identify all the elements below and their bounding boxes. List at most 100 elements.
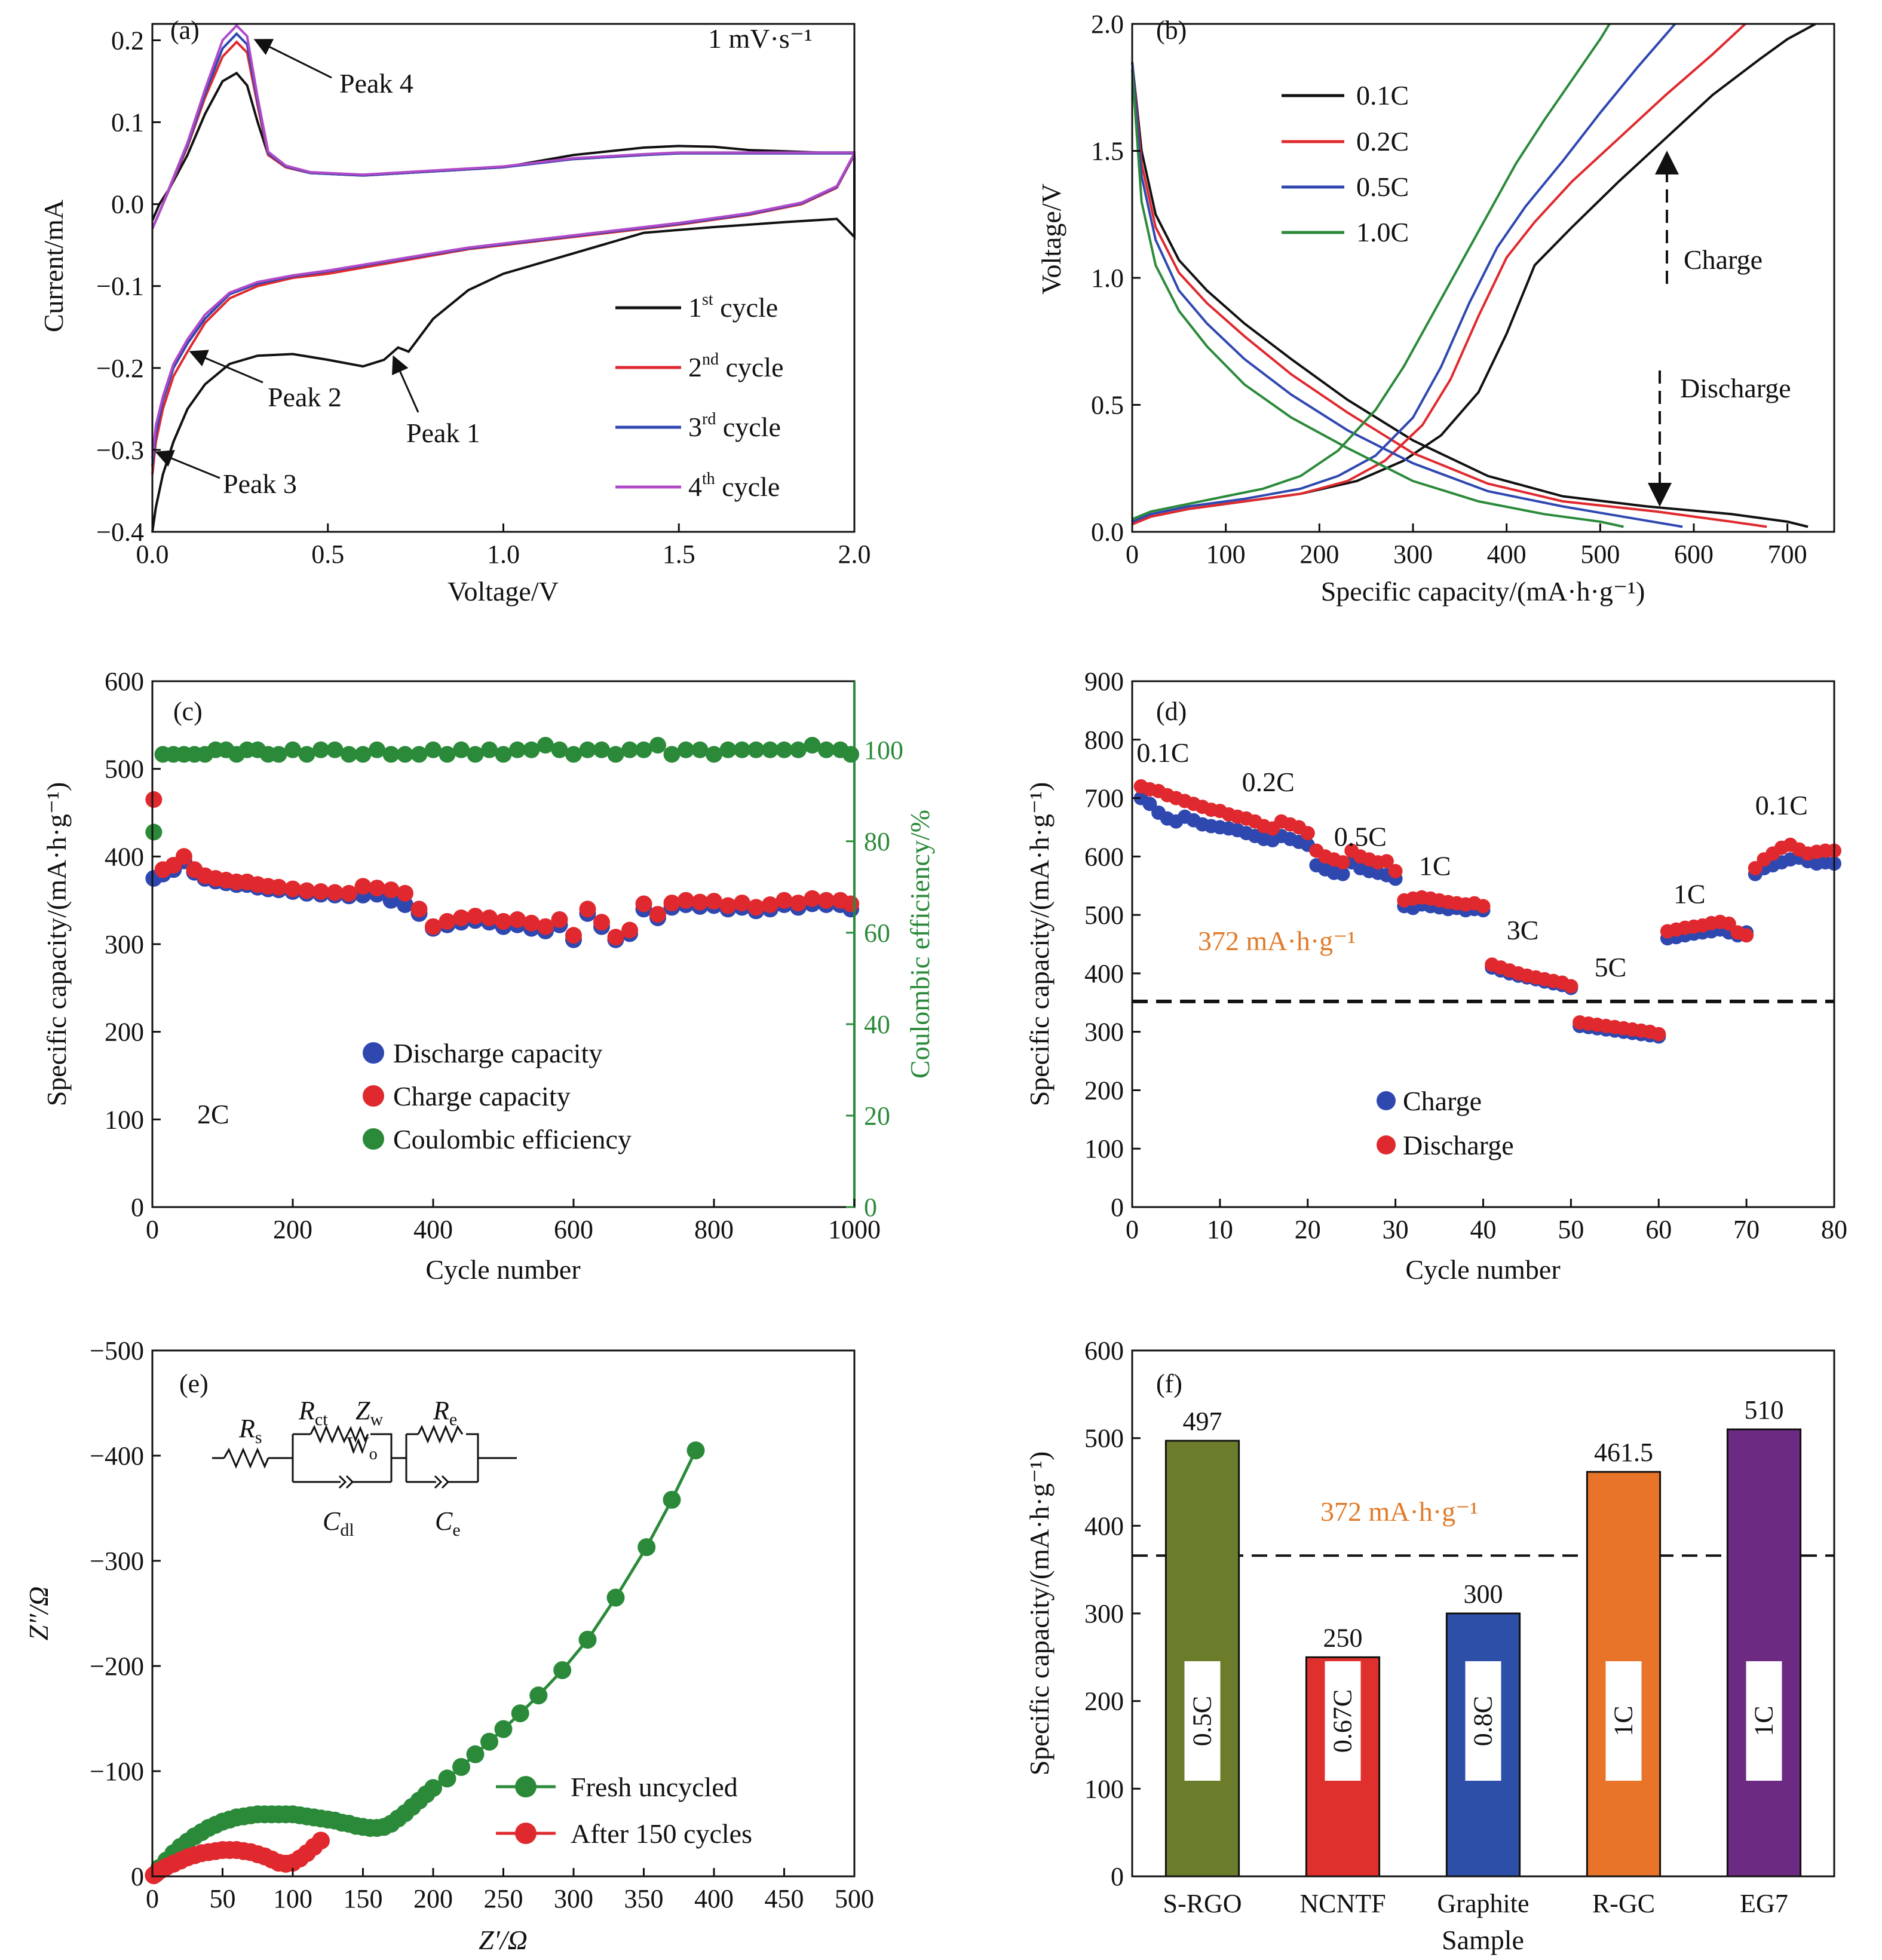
peak-4-label: Peak 4 [339,68,413,99]
panel-b-xtick-label: 100 [1206,540,1246,569]
panel-d-rate-labels: 0.1C 0.2C 0.5C 1C 3C 5C 1C 0.1C [1136,737,1808,982]
panel-e-ytick-label: −100 [90,1757,144,1786]
series-line-0-2c-charge [1132,23,1746,526]
rate-badge [1746,1661,1782,1781]
panel-b-charge-discharge-chart: 0 100 200 300 400 500 600 700 0.0 0.5 1.0 1.5 2.0 (b… [1036,10,1835,607]
point-coulombic-efficiency [495,746,512,763]
point-discharge [1379,854,1394,869]
panel-e-label: (e) [179,1369,209,1398]
point-discharge [1300,826,1315,841]
point-charge-capacity [509,911,526,928]
point-fresh-uncycled [606,1588,625,1607]
rate-label: 0.5C [1334,822,1387,852]
point-fresh-uncycled [494,1720,513,1738]
series-line-1-0c-discharge [1131,69,1624,528]
point-fresh-uncycled [438,1769,456,1788]
point-coulombic-efficiency [523,741,540,758]
point-charge-capacity [425,918,442,935]
series-line-cycle-4 [151,23,856,458]
panel-e-ytick-label: −200 [90,1652,144,1681]
panel-a-xtick-label: 0.0 [136,540,169,569]
point-coulombic-efficiency [842,746,860,763]
panel-b-ylabel: Voltage/V [1036,183,1066,295]
legend-label-0-5c: 0.5C [1356,172,1409,202]
point-coulombic-efficiency [719,741,737,758]
panel-c-ylabel: Specific capacity/(mA·h·g⁻¹) [41,782,72,1107]
point-discharge [1388,863,1403,878]
rate-label: 0.1C [1136,737,1189,768]
panel-c-y2tick-label: 20 [864,1101,890,1131]
panel-a-xtick-label: 1.0 [487,540,520,569]
point-charge-capacity [270,878,287,896]
category-label: NCNTF [1299,1889,1386,1918]
panel-d-xtick-label: 40 [1470,1215,1497,1244]
point-charge-capacity [341,884,357,902]
point-coulombic-efficiency [341,746,357,763]
panel-b-xtick-label: 0 [1126,540,1139,569]
panel-d-xtick-label: 10 [1207,1215,1233,1244]
point-coulombic-efficiency [635,741,652,758]
point-coulombic-efficiency [425,741,442,758]
peak-4-arrow [253,39,332,79]
point-coulombic-efficiency [284,741,301,758]
point-charge-capacity [762,896,778,913]
cpe-cdl-symbol [338,1475,354,1489]
point-charge-capacity [495,912,512,930]
resistor-rs-symbol [223,1447,269,1469]
point-discharge [1748,860,1763,875]
point-coulombic-efficiency [453,741,470,758]
legend-label-cycle-3: 3rd cycle [688,410,781,442]
panel-d-rate-capability-chart: 0 10 20 30 40 50 60 70 8001002003004005006007008… [1024,667,1847,1285]
rate-badge [1605,1661,1642,1781]
point-charge-capacity [369,880,385,897]
legend-label-coulombic-efficiency: Coulombic efficiency [393,1124,632,1154]
point-charge-capacity [691,893,709,911]
panel-c-ytick-label: 0 [131,1193,144,1222]
point-coulombic-efficiency [145,823,163,841]
point-charge-capacity [635,895,652,912]
panel-d-xtick-label: 60 [1645,1215,1672,1244]
panel-c-xtick-label: 1000 [828,1215,881,1244]
panel-c-ytick-label: 300 [105,930,144,959]
panel-f-ytick-label: 200 [1084,1687,1124,1716]
point-fresh-uncycled [578,1631,597,1649]
panel-d-xtick-label: 80 [1821,1215,1847,1244]
panel-d-ylabel: Specific capacity/(mA·h·g⁻¹) [1024,782,1055,1107]
panel-b-label: (b) [1156,16,1187,45]
legend-marker-discharge [1377,1135,1396,1154]
point-discharge [1335,855,1350,870]
point-charge-capacity [410,901,428,918]
panel-e-xtick-label: 0 [146,1884,159,1913]
bar-eg7 [1726,1428,1802,1878]
point-discharge [1739,928,1754,943]
panel-e-ylabel: Z″/Ω [23,1587,54,1641]
point-charge-capacity [776,892,793,909]
charge-label: Charge [1684,244,1763,275]
rate-label: 0.2C [1242,767,1295,797]
panel-c-y2tick-label: 80 [864,827,890,856]
label-ce: Ce [435,1506,461,1540]
point-coulombic-efficiency [678,741,694,758]
rate-badge-label: 1C [1609,1705,1638,1736]
point-coulombic-efficiency [410,746,428,763]
equivalent-circuit-diagram: Rs Rct Zw Wo Re Cdl Ce [212,1396,517,1540]
point-charge-capacity [298,882,315,899]
label-cdl: Cdl [323,1506,354,1540]
point-coulombic-efficiency [270,746,287,763]
panel-c-rate: 2C [197,1099,229,1129]
point-charge-capacity [706,893,722,910]
point-charge-capacity [467,908,484,925]
panel-c-y2tick-label: 60 [864,918,890,948]
point-coulombic-efficiency [439,746,456,763]
point-coulombic-efficiency [537,737,554,754]
point-fresh-uncycled [424,1779,442,1797]
peak-3-label: Peak 3 [223,468,297,499]
panel-a-ytick-label: −0.2 [96,354,144,383]
panel-a-ytick-label: 0.0 [111,190,144,219]
point-fresh-uncycled [529,1686,548,1705]
point-charge-capacity [284,880,301,898]
point-charge-capacity [326,884,344,901]
discharge-label: Discharge [1680,373,1791,403]
panel-d-ytick-label: 800 [1084,725,1124,755]
point-coulombic-efficiency [397,746,413,763]
